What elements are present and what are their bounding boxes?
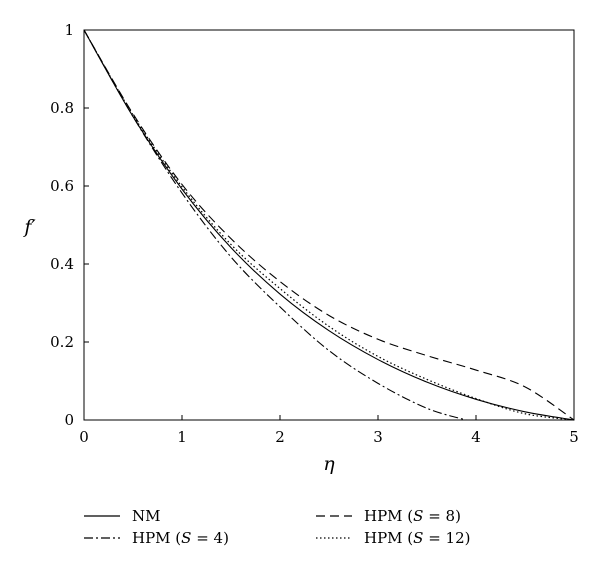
legend-label-part: = 8) — [423, 507, 461, 525]
legend-label-part: HPM ( — [364, 507, 413, 525]
legend-label-part: S — [413, 529, 423, 547]
y-tick-label: 0.4 — [50, 255, 74, 273]
legend: NM HPM (S = 8)HPM (S = 4) HPM (S = 12) — [84, 507, 470, 547]
x-tick-label: 5 — [569, 428, 579, 446]
y-tick-label: 0.6 — [50, 177, 74, 195]
legend-label-3: HPM (S = 12) — [364, 529, 470, 547]
legend-label-part: = 12) — [423, 529, 470, 547]
series-lines — [83, 29, 575, 421]
series-line-2 — [83, 29, 575, 421]
legend-label-part: HPM ( — [132, 529, 181, 547]
legend-label-0: NM — [132, 507, 160, 525]
x-tick-label: 4 — [471, 428, 481, 446]
y-axis-label: f′ — [22, 216, 36, 238]
legend-label-part: NM — [132, 507, 160, 525]
series-line-1 — [83, 29, 467, 421]
y-tick-label: 0 — [64, 411, 74, 429]
y-tick-label: 0.8 — [50, 99, 74, 117]
x-tick-label: 3 — [373, 428, 383, 446]
x-tick-label: 0 — [79, 428, 89, 446]
x-tick-label: 2 — [275, 428, 285, 446]
axis-ticks — [83, 29, 575, 421]
series-line-0 — [83, 29, 575, 421]
legend-label-part: HPM ( — [364, 529, 413, 547]
x-tick-label: 1 — [177, 428, 187, 446]
tick-labels: 0 1 2 3 4 5 0 0.2 0.4 0.6 0.8 1 — [50, 21, 579, 446]
legend-label-2: HPM (S = 8) — [364, 507, 461, 525]
legend-label-part: S — [413, 507, 423, 525]
plot-frame — [83, 29, 575, 421]
series-line-3 — [83, 29, 575, 421]
legend-label-part: = 4) — [191, 529, 229, 547]
y-tick-label: 1 — [64, 21, 74, 39]
x-axis-label: η — [323, 453, 335, 475]
y-tick-label: 0.2 — [50, 333, 74, 351]
legend-label-part: S — [181, 529, 191, 547]
legend-label-1: HPM (S = 4) — [132, 529, 229, 547]
